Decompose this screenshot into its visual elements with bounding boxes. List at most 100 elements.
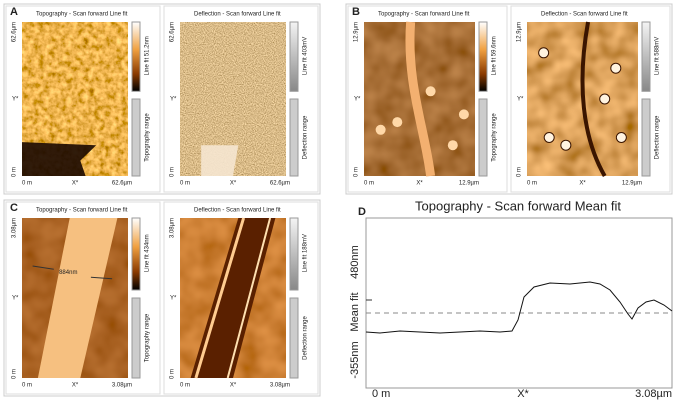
y-axis: Y* bbox=[170, 97, 177, 103]
y-axis: Y* bbox=[170, 296, 177, 302]
feature bbox=[580, 21, 607, 177]
image-title: Deflection - Scan forward Line fit bbox=[194, 12, 281, 18]
x-axis: X* bbox=[230, 181, 237, 187]
x-max: 62.6µm bbox=[112, 181, 132, 187]
scale-label: Line fit 588mV bbox=[655, 37, 661, 75]
sub-frame bbox=[347, 5, 508, 193]
scale-label: Line fit 434nm bbox=[145, 234, 151, 272]
panel-label: D bbox=[358, 206, 366, 218]
feature bbox=[458, 109, 469, 120]
feature bbox=[226, 217, 272, 379]
feature bbox=[201, 145, 239, 176]
y-min: 0 m bbox=[12, 167, 18, 177]
y-max: 12.9µm bbox=[354, 22, 360, 42]
range-label: Deflection range bbox=[303, 315, 309, 359]
feature bbox=[405, 21, 436, 177]
sub-frame bbox=[5, 201, 161, 395]
x-axis: X* bbox=[72, 383, 79, 389]
x-max: 12.9µm bbox=[459, 181, 479, 187]
range-label: Topography range bbox=[145, 113, 151, 162]
y-min: 0 m bbox=[354, 167, 360, 177]
feature bbox=[425, 86, 436, 97]
x-max-label: 3.08µm bbox=[635, 388, 672, 400]
x-axis: X* bbox=[230, 383, 237, 389]
y-axis: Y* bbox=[517, 97, 524, 103]
x-axis-label: X* bbox=[517, 388, 529, 400]
range-bar bbox=[641, 98, 651, 177]
y-max: 62.6µm bbox=[170, 22, 176, 42]
feature bbox=[37, 218, 118, 378]
y-axis: Y* bbox=[12, 97, 19, 103]
y-min: 0 m bbox=[170, 167, 176, 177]
y-min: 0 m bbox=[517, 167, 523, 177]
range-label: Topography range bbox=[145, 313, 151, 362]
feature bbox=[22, 142, 97, 176]
x-min: 0 m bbox=[22, 181, 32, 187]
x-min: 0 m bbox=[180, 181, 190, 187]
color-bar bbox=[289, 217, 299, 291]
panel-label: C bbox=[10, 202, 18, 214]
y-min-label: -355nm bbox=[349, 341, 361, 378]
annotation: 884nm bbox=[59, 270, 77, 276]
panel-label: B bbox=[352, 6, 360, 18]
plot-frame bbox=[365, 217, 673, 389]
arrow bbox=[90, 276, 113, 280]
x-max: 12.9µm bbox=[622, 181, 642, 187]
x-min: 0 m bbox=[180, 383, 190, 389]
arrow bbox=[32, 265, 54, 270]
y-max: 3.08µm bbox=[170, 218, 176, 238]
x-min: 0 m bbox=[527, 181, 537, 187]
scale-label: Line fit 188mV bbox=[303, 234, 309, 272]
x-min: 0 m bbox=[22, 383, 32, 389]
image-title: Topography - Scan forward Line fit bbox=[36, 12, 128, 18]
range-label: Deflection range bbox=[655, 115, 661, 159]
range-bar bbox=[478, 98, 488, 177]
range-bar bbox=[131, 98, 141, 177]
color-bar bbox=[641, 21, 651, 92]
feature bbox=[610, 62, 622, 74]
scale-label: Line fit 403mV bbox=[303, 37, 309, 75]
color-bar bbox=[131, 217, 141, 291]
y-max-label: 480nm bbox=[349, 245, 361, 279]
y-max: 12.9µm bbox=[517, 22, 523, 42]
feature bbox=[599, 93, 611, 105]
range-label: Topography range bbox=[492, 113, 498, 162]
feature bbox=[447, 140, 458, 151]
x-axis: X* bbox=[416, 181, 423, 187]
sub-frame bbox=[510, 5, 671, 193]
feature bbox=[375, 124, 386, 135]
color-bar bbox=[478, 21, 488, 92]
panels: A Topography - Scan forward Line fit 62.6µ… bbox=[3, 3, 673, 397]
color-bar bbox=[289, 21, 299, 92]
feature bbox=[615, 132, 627, 143]
x-min-label: 0 m bbox=[372, 388, 390, 400]
feature bbox=[194, 217, 246, 379]
image-title: Deflection - Scan forward Line fit bbox=[541, 12, 628, 18]
scale-label: Line fit 59.6nm bbox=[492, 36, 498, 75]
x-axis: X* bbox=[72, 181, 79, 187]
feature bbox=[538, 47, 550, 59]
sub-frame bbox=[163, 5, 319, 193]
y-min: 0 m bbox=[12, 369, 18, 379]
sub-frame bbox=[5, 5, 161, 193]
x-max: 62.6µm bbox=[270, 181, 290, 187]
range-bar bbox=[289, 297, 299, 379]
range-label: Deflection range bbox=[303, 115, 309, 159]
y-axis: Y* bbox=[354, 97, 361, 103]
image-title: Deflection - Scan forward Line fit bbox=[194, 208, 281, 214]
color-bar bbox=[131, 21, 141, 92]
y-max: 3.08µm bbox=[12, 218, 18, 238]
feature bbox=[392, 117, 403, 128]
range-bar bbox=[131, 297, 141, 379]
range-bar bbox=[289, 98, 299, 177]
feature bbox=[190, 218, 276, 378]
x-max: 3.08µm bbox=[270, 383, 290, 389]
y-max: 62.6µm bbox=[12, 22, 18, 42]
image-title: Topography - Scan forward Line fit bbox=[378, 12, 470, 18]
scale-label: Line fit 51.2nm bbox=[145, 36, 151, 75]
profile-panel: D Topography - Scan forward Mean fit 480… bbox=[349, 198, 673, 400]
profile-title: Topography - Scan forward Mean fit bbox=[415, 198, 621, 213]
x-max: 3.08µm bbox=[112, 383, 132, 389]
panel-label: A bbox=[10, 6, 18, 18]
